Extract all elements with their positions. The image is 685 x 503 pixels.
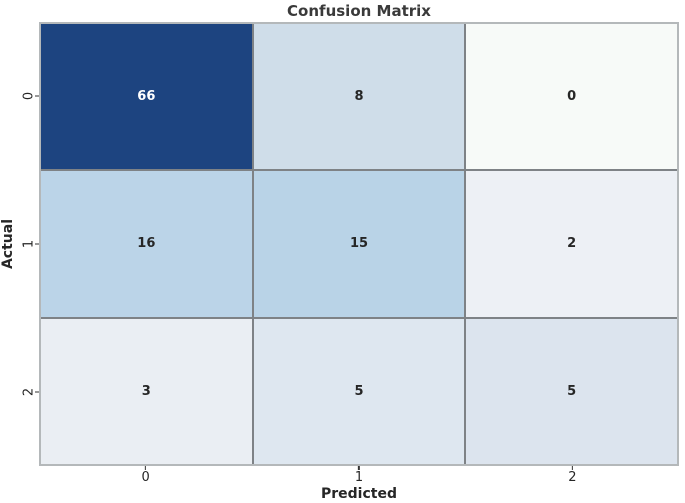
x-tick-label: 2 — [568, 470, 577, 485]
x-tickmark — [571, 466, 573, 470]
x-tick-2: 2 — [568, 466, 576, 486]
heatmap-cell-r2c1: 5 — [253, 318, 465, 464]
heatmap-cell-r1c0: 16 — [41, 171, 252, 317]
y-tick-label: 0 — [21, 91, 37, 101]
y-tick-label: 1 — [21, 239, 37, 249]
x-tick-label: 1 — [354, 470, 364, 485]
x-tick-1: 1 — [355, 466, 363, 486]
chart-title: Confusion Matrix — [287, 2, 431, 20]
x-tickmark — [145, 466, 147, 470]
x-tickmark — [358, 466, 360, 470]
heatmap-cell-r0c2: 0 — [466, 24, 677, 170]
y-tick-0: 0 — [21, 89, 39, 104]
heatmap-cell-r0c1: 8 — [253, 24, 465, 170]
x-tick-label: 0 — [141, 470, 150, 485]
y-tick-2: 2 — [21, 385, 39, 400]
y-tick-label: 2 — [21, 387, 37, 397]
x-axis-label: Predicted — [321, 486, 397, 502]
heatmap-cell-r1c1: 15 — [253, 171, 465, 317]
y-tick-1: 1 — [21, 237, 39, 252]
x-tick-0: 0 — [142, 466, 150, 486]
y-tickmark — [35, 243, 39, 245]
y-axis-ticks: 0 1 2 — [18, 22, 39, 466]
heatmap-cell-r1c2: 2 — [466, 171, 677, 317]
y-axis-label-text: Actual — [0, 218, 17, 270]
x-axis-ticks: 0 1 2 — [39, 466, 679, 488]
y-tickmark — [35, 95, 39, 97]
heatmap-cell-r2c0: 3 — [41, 318, 252, 464]
y-axis-label: Actual — [0, 22, 17, 466]
heatmap-grid: 66 8 0 16 15 2 3 5 5 — [39, 22, 679, 466]
y-tickmark — [35, 391, 39, 393]
heatmap-cell-r2c2: 5 — [466, 318, 677, 464]
heatmap-cell-r0c0: 66 — [41, 24, 252, 170]
